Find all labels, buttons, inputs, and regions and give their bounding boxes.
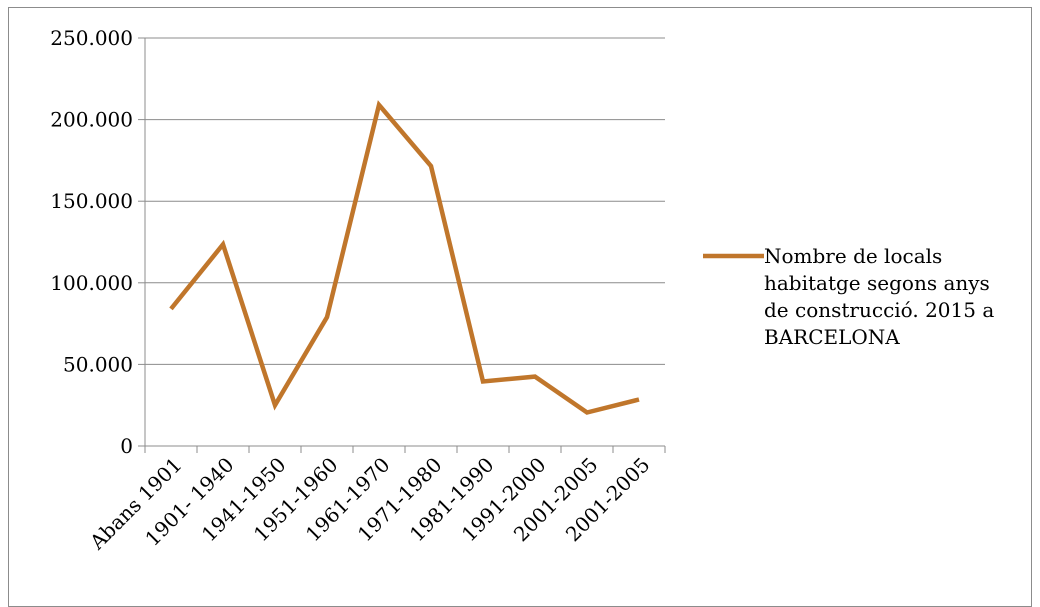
series-layer	[171, 105, 639, 413]
legend-label-line: de construcció. 2015 a	[764, 298, 994, 322]
y-tick-label: 0	[120, 434, 133, 458]
legend-label: Nombre de locals habitatge segons anys de …	[764, 244, 994, 349]
y-tick-label: 50.000	[63, 352, 133, 376]
legend-label-line: Nombre de locals	[764, 244, 942, 268]
y-tick-label: 100.000	[50, 271, 133, 295]
y-axis-tick-labels: 0 50.000 100.000 150.000 200.000 250.000	[50, 26, 133, 458]
y-tick-label: 200.000	[50, 108, 133, 132]
y-tick-label: 150.000	[50, 189, 133, 213]
line-chart: 0 50.000 100.000 150.000 200.000 250.000 Aban…	[0, 0, 1040, 594]
gridlines	[145, 38, 665, 364]
legend-label-line: habitatge segons anys	[764, 271, 990, 295]
legend-label-line: BARCELONA	[764, 325, 900, 349]
y-tick-label: 250.000	[50, 26, 133, 50]
axes	[138, 38, 665, 453]
series-line	[171, 105, 639, 413]
legend: Nombre de locals habitatge segons anys de …	[703, 244, 994, 349]
